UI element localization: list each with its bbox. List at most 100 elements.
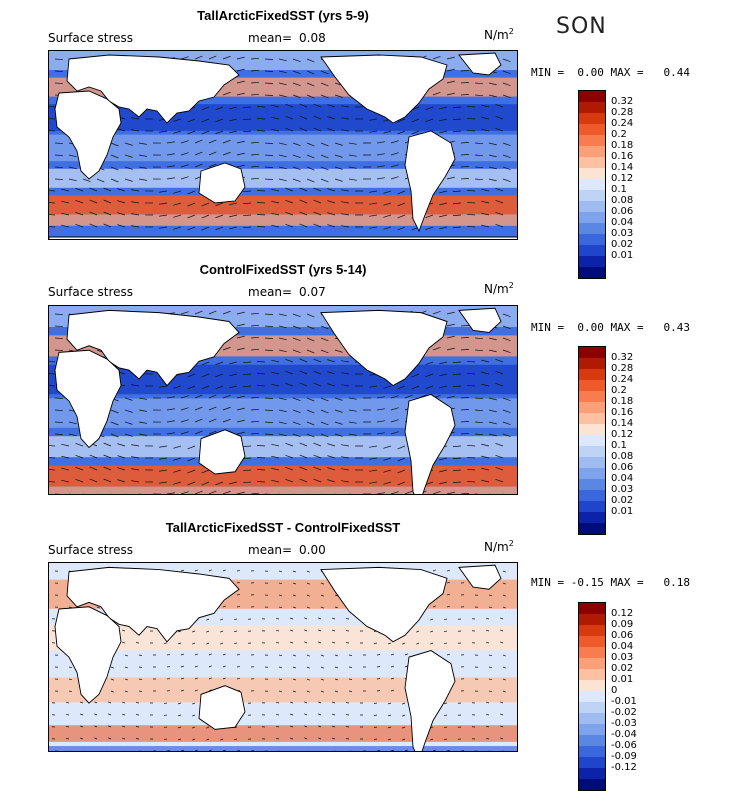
color-swatch (579, 636, 605, 647)
wind-vector (293, 494, 301, 495)
wind-vector (321, 751, 324, 752)
color-swatch (579, 267, 605, 278)
field-label: Surface stress (48, 543, 133, 557)
scale-tick-label: 0.04 (611, 217, 633, 228)
color-swatch (579, 135, 605, 146)
scale-tick-label: -0.01 (611, 696, 637, 707)
scale-tick-label: 0.03 (611, 652, 637, 663)
color-swatch (579, 625, 605, 636)
color-swatch (579, 490, 605, 501)
scale-tick-label: 0.2 (611, 129, 633, 140)
color-swatch (579, 424, 605, 435)
color-swatch (579, 245, 605, 256)
wind-vector (265, 494, 273, 495)
wind-vector (349, 494, 357, 495)
scale-tick-label: 0.01 (611, 250, 633, 261)
scale-tick-label: 0.24 (611, 374, 633, 385)
landmass (199, 686, 245, 730)
stress-map (48, 305, 518, 495)
scale-tick-label: 0.08 (611, 195, 633, 206)
color-swatch (579, 468, 605, 479)
color-swatch (579, 179, 605, 190)
color-swatch (579, 757, 605, 768)
unit-label: N/m2 (484, 539, 514, 554)
scale-tick-label: -0.09 (611, 751, 637, 762)
color-swatch (579, 124, 605, 135)
color-swatch (579, 157, 605, 168)
color-swatch (579, 190, 605, 201)
landmass (199, 163, 245, 203)
color-swatch (579, 347, 605, 358)
mean-value: 0.08 (299, 31, 326, 45)
color-swatch (579, 91, 605, 102)
wind-vector (125, 751, 128, 752)
stress-band (49, 466, 518, 487)
color-swatch (579, 435, 605, 446)
landmass (49, 237, 518, 240)
scale-tick-label: 0.18 (611, 140, 633, 151)
scale-tick-label: 0.1 (611, 184, 633, 195)
wind-vector (279, 751, 282, 752)
mean-value: 0.00 (299, 543, 326, 557)
scale-tick-label: 0.18 (611, 396, 633, 407)
panel-title: TallArcticFixedSST - ControlFixedSST (48, 520, 518, 535)
color-swatch (579, 256, 605, 267)
scale-tick-label: 0.01 (611, 674, 637, 685)
color-swatch (579, 680, 605, 691)
wind-vector (97, 751, 100, 752)
panel-title: TallArcticFixedSST (yrs 5-9) (48, 8, 518, 23)
color-swatch (579, 779, 605, 790)
color-scale (578, 346, 606, 535)
mean-label: mean= (248, 285, 292, 299)
panel-title: ControlFixedSST (yrs 5-14) (48, 262, 518, 277)
scale-tick-label: 0.06 (611, 206, 633, 217)
stress-map (48, 50, 518, 240)
color-scale (578, 602, 606, 791)
stress-map (48, 562, 518, 752)
wind-vector (69, 494, 77, 495)
scale-tick-label: -0.06 (611, 740, 637, 751)
unit-label: N/m2 (484, 281, 514, 296)
color-swatch (579, 691, 605, 702)
color-swatch (579, 380, 605, 391)
scale-tick-label: -0.12 (611, 762, 637, 773)
color-swatch (579, 358, 605, 369)
stress-band (49, 214, 518, 225)
wind-vector (335, 494, 343, 495)
scale-tick-label: 0.02 (611, 663, 637, 674)
wind-vector (83, 751, 86, 752)
color-swatch (579, 702, 605, 713)
wind-vector (489, 751, 492, 752)
scale-tick-label: 0.01 (611, 506, 633, 517)
color-swatch (579, 201, 605, 212)
color-swatch (579, 647, 605, 658)
color-swatch (579, 223, 605, 234)
color-swatch (579, 669, 605, 680)
landmass (199, 430, 245, 474)
color-swatch (579, 713, 605, 724)
color-swatch (579, 168, 605, 179)
scale-tick-label: 0.14 (611, 162, 633, 173)
scale-tick-label: 0.16 (611, 151, 633, 162)
scale-tick-label: 0.09 (611, 619, 637, 630)
color-swatch (579, 512, 605, 523)
stress-band (49, 195, 518, 214)
color-swatch (579, 614, 605, 625)
wind-vector (139, 751, 142, 752)
color-scale (578, 90, 606, 279)
color-swatch (579, 113, 605, 124)
scale-tick-label: 0.04 (611, 473, 633, 484)
color-swatch (579, 479, 605, 490)
scale-tick-label: 0 (611, 685, 637, 696)
scale-tick-label: 0.32 (611, 352, 633, 363)
scale-tick-label: 0.28 (611, 107, 633, 118)
wind-vector (83, 494, 91, 495)
scale-tick-label: 0.03 (611, 228, 633, 239)
stress-band (49, 746, 518, 752)
scale-tick-label: 0.03 (611, 484, 633, 495)
field-label: Surface stress (48, 285, 133, 299)
color-swatch (579, 658, 605, 669)
scale-tick-label: 0.1 (611, 440, 633, 451)
